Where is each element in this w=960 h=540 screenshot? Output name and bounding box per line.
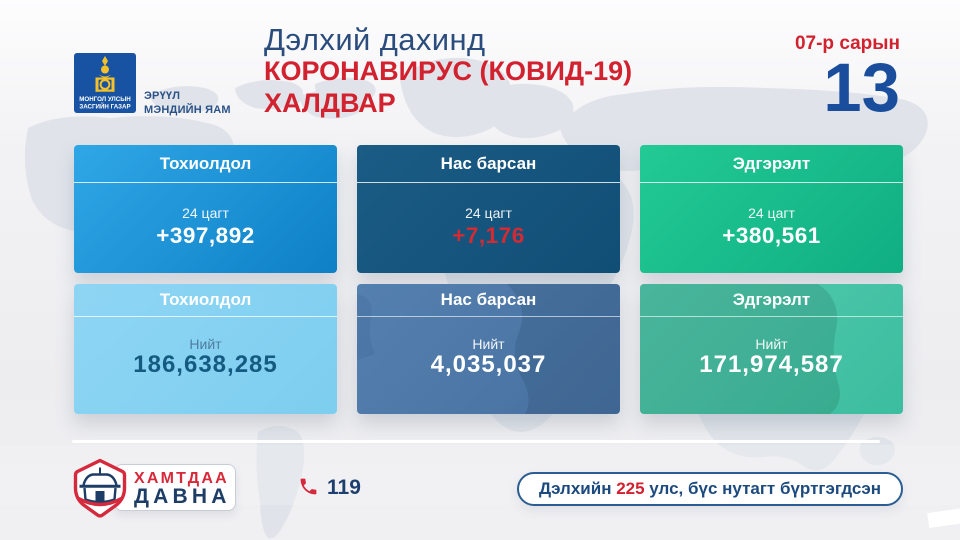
svg-text:МОНГОЛ УЛСЫН: МОНГОЛ УЛСЫН (79, 96, 131, 103)
svg-text:ЗАСГИЙН ГАЗАР: ЗАСГИЙН ГАЗАР (79, 103, 130, 111)
